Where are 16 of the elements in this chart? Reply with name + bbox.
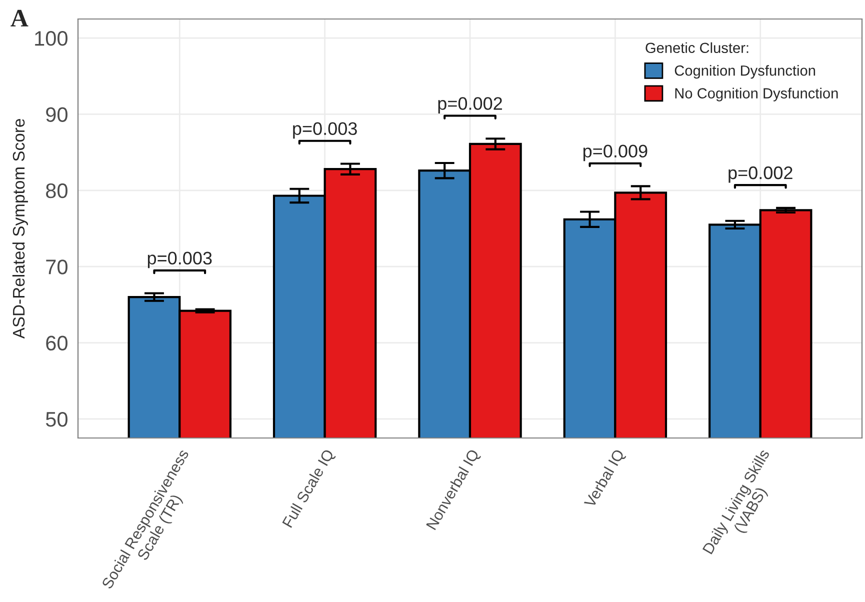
y-tick-label: 60 (46, 336, 68, 351)
y-tick-label: 90 (46, 107, 68, 122)
text: A (10, 10, 28, 26)
annotation: p=0.002 (728, 166, 792, 183)
y-tick-label: 70 (46, 260, 68, 274)
y-tick-label: 50 (46, 412, 68, 427)
annotation: p=0.003 (293, 122, 357, 139)
legend-label: No Cognition Dysfunction (675, 88, 838, 102)
legend-label: Cognition Dysfunction (674, 65, 816, 79)
annotation: p=0.003 (148, 252, 212, 268)
y-axis-title: ASD-Related Symptom Score (12, 119, 28, 339)
annotation: p=0.002 (438, 97, 502, 114)
annotation: p=0.009 (583, 144, 648, 162)
legend-title: Genetic Cluster: (646, 42, 748, 54)
y-tick-label: 100 (35, 31, 68, 46)
y-tick-label: 80 (46, 183, 68, 198)
